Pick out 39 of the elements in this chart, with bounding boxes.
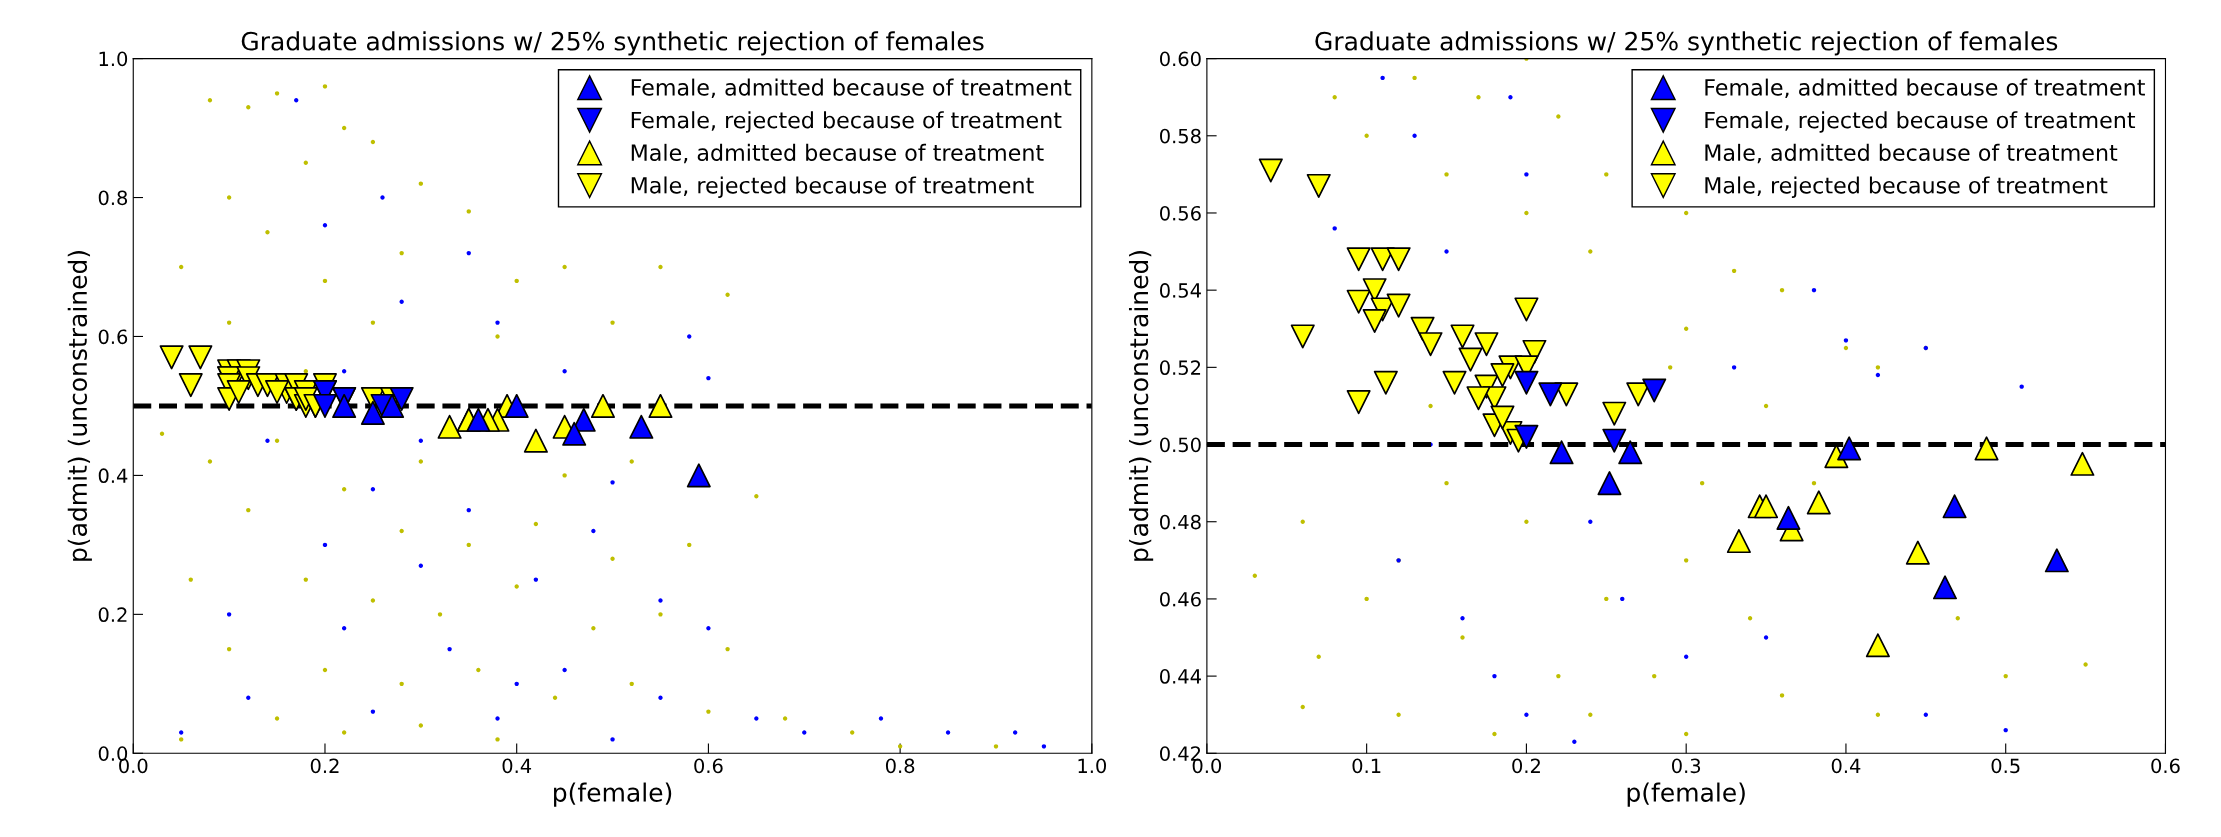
y-tick-label: 0.48 bbox=[1160, 514, 1201, 530]
x-tick-label: 0.5 bbox=[1991, 758, 2020, 774]
x-tick-label: 0.8 bbox=[885, 758, 915, 774]
y-tick-label: 1.0 bbox=[99, 51, 128, 67]
y-tick-label: 0.54 bbox=[1160, 283, 1201, 298]
y-tick-label: 0.58 bbox=[1160, 128, 1201, 144]
y-tick-label: 0.6 bbox=[98, 329, 128, 345]
x-tick-label: 0.2 bbox=[1512, 758, 1540, 774]
y-tick-label: 0.2 bbox=[98, 607, 127, 623]
y-tick-label: 0.52 bbox=[1160, 360, 1201, 376]
y-tick-label: 0.46 bbox=[1160, 591, 1201, 607]
legend-label: Male, rejected because of treatment bbox=[1705, 176, 2108, 198]
x-tick-label: 0.3 bbox=[1672, 758, 1701, 774]
legend-label: Male, admitted because of treatment bbox=[631, 143, 1044, 164]
y-tick-label: 0.4 bbox=[98, 468, 128, 484]
y-axis-title: p(admit) (unconstrained) bbox=[1128, 251, 1154, 561]
x-axis-title: p(female) bbox=[554, 782, 672, 807]
chart-title: Graduate admissions w/ 25% synthetic rejection of females bbox=[1315, 31, 2058, 56]
y-axis-title: p(admit) (unconstrained) bbox=[67, 251, 92, 561]
chart-title: Graduate admissions w/ 25% synthetic rejection of females bbox=[241, 31, 984, 56]
x-tick-label: 0.6 bbox=[694, 758, 723, 774]
y-tick-label: 0.8 bbox=[98, 190, 128, 206]
x-tick-label: 0.2 bbox=[310, 758, 339, 774]
legend-label: Male, admitted because of treatment bbox=[1705, 143, 2118, 164]
legend-label: Female, admitted because of treatment bbox=[631, 78, 1072, 99]
x-tick-label: 0.6 bbox=[2151, 758, 2180, 774]
x-tick-label: 0.4 bbox=[1831, 758, 1861, 774]
x-tick-label: 1.0 bbox=[1078, 758, 1107, 774]
y-tick-label: 0.56 bbox=[1160, 205, 1201, 221]
legend-label: Female, admitted because of treatment bbox=[1705, 78, 2145, 99]
y-tick-label: 0.44 bbox=[1160, 669, 1201, 684]
legend-label: Male, rejected because of treatment bbox=[631, 176, 1034, 198]
x-axis-title: p(female) bbox=[1627, 782, 1745, 807]
y-tick-label: 0.50 bbox=[1160, 437, 1201, 453]
x-tick-label: 0.1 bbox=[1352, 758, 1381, 774]
x-tick-label: 0.4 bbox=[502, 758, 532, 774]
legend-label: Female, rejected because of treatment bbox=[631, 111, 1062, 133]
y-tick-label: 0.60 bbox=[1160, 51, 1201, 67]
legend-label: Female, rejected because of treatment bbox=[1705, 111, 2136, 133]
